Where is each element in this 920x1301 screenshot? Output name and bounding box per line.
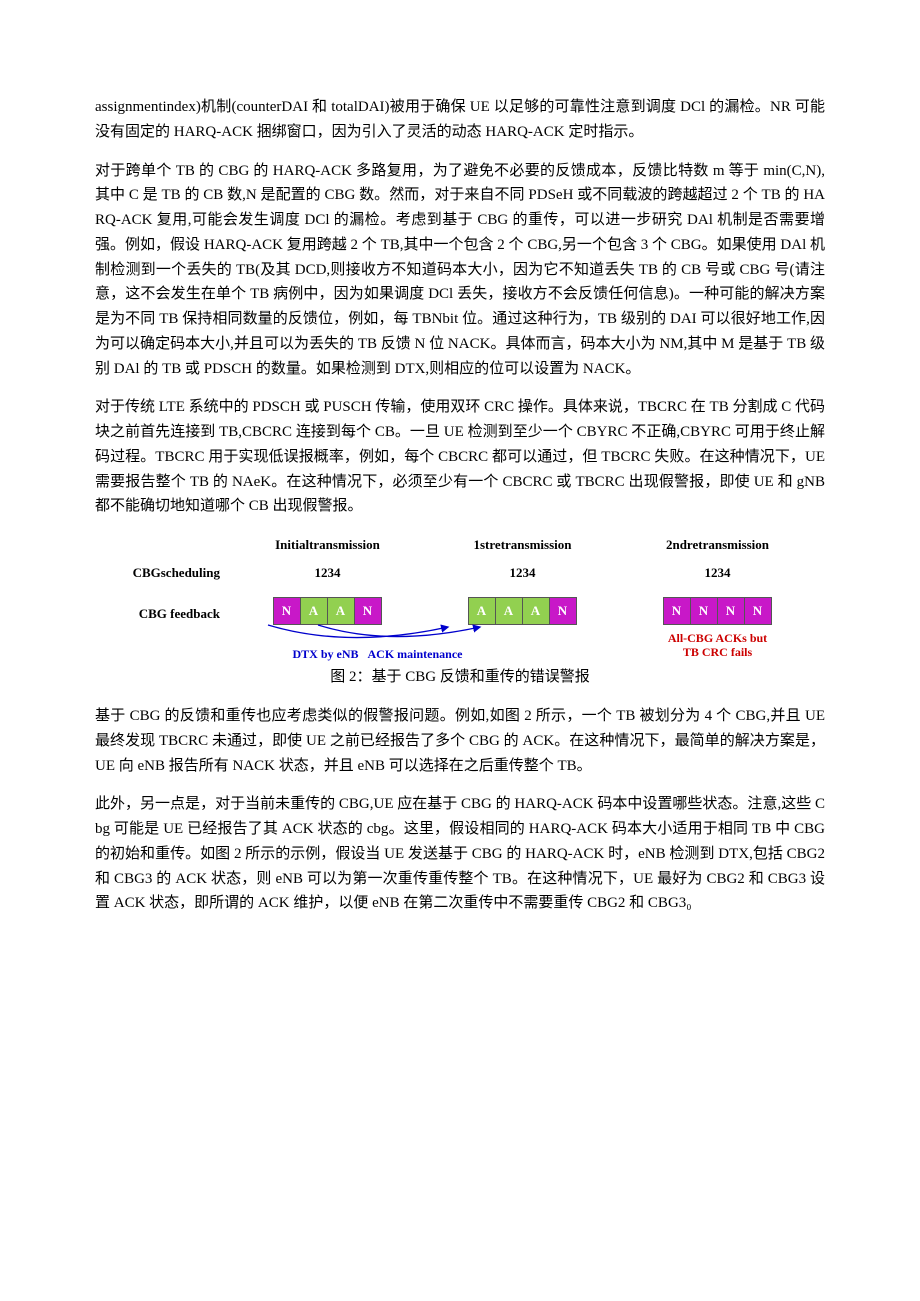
feedback-col-3: NNNN All-CBG ACKs but TB CRC fails <box>620 597 815 660</box>
cbg-box: N <box>717 597 745 625</box>
note-dtx-ack: DTX by eNB ACK maintenance <box>280 647 475 661</box>
note-red-line1: All-CBG ACKs but <box>620 631 815 645</box>
cbg-box: N <box>690 597 718 625</box>
cbg-box: A <box>522 597 550 625</box>
sched-v1: 1234 <box>230 562 425 583</box>
feedback-label: CBG feedback <box>95 597 230 624</box>
paragraph-4: 基于 CBG 的反馈和重传也应考虑类似的假警报问题。例如,如图 2 所示，一个 … <box>95 704 825 778</box>
header-col-1: Initialtransmission <box>230 534 425 555</box>
figure-feedback-row: CBG feedback NAAN DTX by eNB ACK mainten… <box>95 597 825 661</box>
cbg-box: N <box>744 597 772 625</box>
paragraph-1: assignmentindex)机制(counterDAI 和 totalDAI… <box>95 95 825 145</box>
sched-v2: 1234 <box>425 562 620 583</box>
header-col-2: 1stretransmission <box>425 534 620 555</box>
note-ack-maint: ACK maintenance <box>368 647 463 661</box>
arrows-area <box>230 625 425 643</box>
cbg-box: N <box>354 597 382 625</box>
cbg-box: A <box>327 597 355 625</box>
cbg-box: N <box>549 597 577 625</box>
header-col-3: 2ndretransmission <box>620 534 815 555</box>
note-red-line2: TB CRC fails <box>620 645 815 659</box>
sched-v3: 1234 <box>620 562 815 583</box>
figure-sched-row: CBGscheduling 1234 1234 1234 <box>95 561 825 585</box>
cbg-box: N <box>663 597 691 625</box>
paragraph-5: 此外，另一点是，对于当前未重传的 CBG,UE 应在基于 CBG 的 HARQ-… <box>95 792 825 916</box>
cbg-group-initial: NAAN <box>274 597 382 625</box>
paragraph-3: 对于传统 LTE 系统中的 PDSCH 或 PUSCH 传输，使用双环 CRC … <box>95 395 825 519</box>
cbg-box: A <box>300 597 328 625</box>
feedback-col-2: AAAN <box>425 597 620 625</box>
figure-caption: 图 2：基于 CBG 反馈和重传的错误警报 <box>95 665 825 690</box>
cbg-group-1st: AAAN <box>469 597 577 625</box>
note-allcbg: All-CBG ACKs but TB CRC fails <box>620 631 815 660</box>
figure-header-row: Initialtransmission 1stretransmission 2n… <box>95 533 825 557</box>
cbg-group-2nd: NNNN <box>664 597 772 625</box>
note-dtx: DTX by eNB <box>292 647 358 661</box>
feedback-col-1: NAAN DTX by eNB ACK maintenance <box>230 597 425 661</box>
sched-label: CBGscheduling <box>95 562 230 583</box>
paragraph-2: 对于跨单个 TB 的 CBG 的 HARQ-ACK 多路复用，为了避免不必要的反… <box>95 159 825 382</box>
figure-2: Initialtransmission 1stretransmission 2n… <box>95 533 825 690</box>
cbg-box: N <box>273 597 301 625</box>
cbg-box: A <box>495 597 523 625</box>
cbg-box: A <box>468 597 496 625</box>
